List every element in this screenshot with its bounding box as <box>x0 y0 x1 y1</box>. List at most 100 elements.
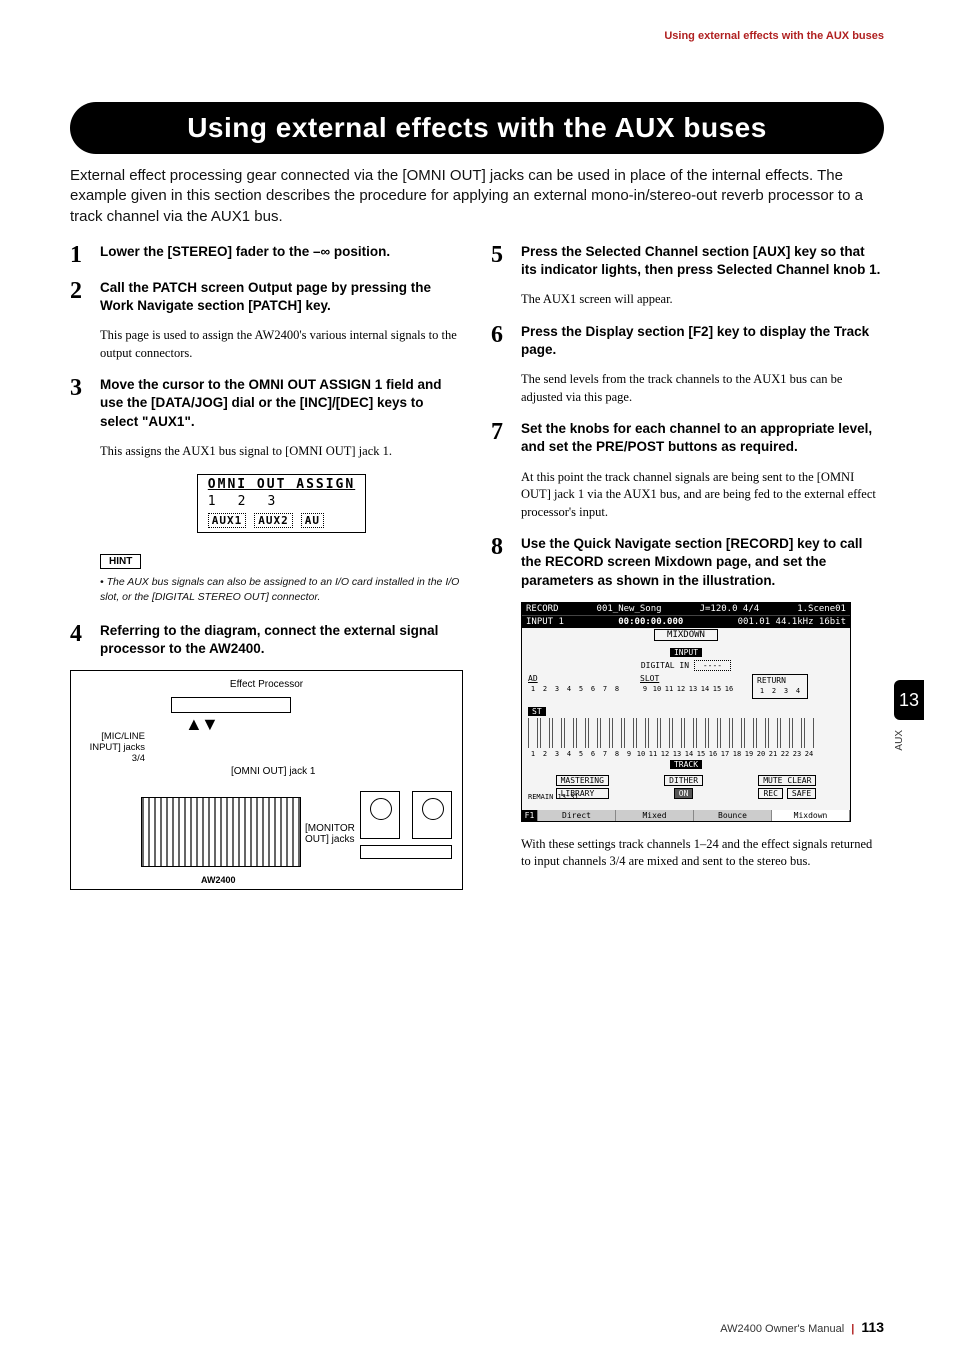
step-body: This assigns the AUX1 bus signal to [OMN… <box>100 443 463 461</box>
chapter-side-tab: 13 AUX <box>894 680 924 751</box>
return-numbers: 1234 <box>757 687 803 695</box>
two-column-layout: 1 Lower the [STEREO] fader to the –∞ pos… <box>70 243 884 890</box>
omni-numbers-row: 1 2 3 <box>198 494 365 511</box>
timecode: 00:00:00.000 <box>618 617 683 627</box>
hint-block: HINT • The AUX bus signals can also be a… <box>100 551 463 603</box>
section-title-pill: Using external effects with the AUX buse… <box>70 102 884 154</box>
closing-paragraph: With these settings track channels 1–24 … <box>521 836 884 871</box>
step-6: 6 Press the Display section [F2] key to … <box>491 323 884 359</box>
tempo: J=120.0 4/4 <box>700 604 760 614</box>
right-column: 5 Press the Selected Channel section [AU… <box>491 243 884 890</box>
step-body: This page is used to assign the AW2400's… <box>100 327 463 362</box>
track-numbers: 123456789101112131415161718192021222324 <box>528 750 844 758</box>
screen-subheader: INPUT 1 00:00:00.000 001.01 44.1kHz 16bi… <box>522 615 850 628</box>
slot-numbers: 910111213141516 <box>640 685 734 693</box>
hint-text: • The AUX bus signals can also be assign… <box>100 575 463 603</box>
omni-assign-figure: OMNI OUT ASSIGN 1 2 3 AUX1 AUX2 AU <box>100 474 463 533</box>
step-number: 3 <box>70 376 94 431</box>
footer-tab: Bounce <box>694 810 772 821</box>
mixdown-tab: MIXDOWN <box>522 628 850 642</box>
digital-in-label: DIGITAL IN <box>641 661 689 670</box>
footer-divider-icon: | <box>847 1323 858 1335</box>
omni-col: 1 <box>208 494 216 509</box>
step-number: 5 <box>491 243 515 279</box>
mastering-button: MASTERING <box>556 775 609 786</box>
chapter-number: 13 <box>894 680 924 720</box>
ad-numbers: 12345678 <box>528 685 622 693</box>
page-number: 113 <box>861 1319 884 1335</box>
st-label: ST <box>528 707 546 716</box>
omni-assign-table: OMNI OUT ASSIGN 1 2 3 AUX1 AUX2 AU <box>197 474 366 533</box>
running-header: Using external effects with the AUX buse… <box>70 30 884 42</box>
step-number: 7 <box>491 420 515 456</box>
left-column: 1 Lower the [STEREO] fader to the –∞ pos… <box>70 243 463 890</box>
screen-name: RECORD <box>526 604 559 614</box>
amp-icon <box>360 845 452 859</box>
step-title: Use the Quick Navigate section [RECORD] … <box>521 535 884 590</box>
step-5: 5 Press the Selected Channel section [AU… <box>491 243 884 279</box>
step-title: Press the Display section [F2] key to di… <box>521 323 884 359</box>
speaker-icon <box>360 791 400 839</box>
locator: 001.01 44.1kHz 16bit <box>738 617 846 627</box>
rec-button: REC <box>758 788 782 799</box>
step-number: 8 <box>491 535 515 590</box>
intro-paragraph: External effect processing gear connecte… <box>70 166 884 227</box>
diagram-effect-label: Effect Processor <box>230 679 303 690</box>
step-number: 6 <box>491 323 515 359</box>
dither-button: DITHER <box>664 775 703 786</box>
diagram-mic-label: [MIC/LINE INPUT] jacks 3/4 <box>75 731 145 764</box>
diagram-mixer <box>141 797 301 867</box>
track-faders <box>528 718 844 748</box>
step-1: 1 Lower the [STEREO] fader to the –∞ pos… <box>70 243 463 267</box>
record-screen-illustration: RECORD 001_New_Song J=120.0 4/4 1.Scene0… <box>521 602 851 822</box>
omni-cell: AU <box>301 513 324 528</box>
step-number: 1 <box>70 243 94 267</box>
speaker-icon <box>412 791 452 839</box>
return-label: RETURN <box>757 676 786 685</box>
track-label: TRACK <box>670 760 702 769</box>
remain-label: REMAIN 13:31 <box>528 793 579 801</box>
step-7: 7 Set the knobs for each channel to an a… <box>491 420 884 456</box>
step-title: Set the knobs for each channel to an app… <box>521 420 884 456</box>
step-4: 4 Referring to the diagram, connect the … <box>70 622 463 658</box>
omni-cell: AUX1 <box>208 513 247 528</box>
screen-header: RECORD 001_New_Song J=120.0 4/4 1.Scene0… <box>522 603 850 615</box>
input-group-label: INPUT <box>670 648 702 657</box>
on-button: ON <box>674 788 694 799</box>
connection-diagram: Effect Processor ▲ ▼ [MIC/LINE INPUT] ja… <box>70 670 463 890</box>
step-title: Referring to the diagram, connect the ex… <box>100 622 463 658</box>
chapter-label: AUX <box>894 730 924 751</box>
scene: 1.Scene01 <box>797 604 846 614</box>
step-2: 2 Call the PATCH screen Output page by p… <box>70 279 463 315</box>
step-title: Press the Selected Channel section [AUX]… <box>521 243 884 279</box>
diagram-effect-box <box>171 697 291 713</box>
step-body: At this point the track channel signals … <box>521 469 884 522</box>
slot-label: SLOT <box>640 674 734 683</box>
safe-button: SAFE <box>787 788 816 799</box>
input-label: INPUT 1 <box>526 617 564 627</box>
omni-assign-row: AUX1 AUX2 AU <box>198 511 365 532</box>
step-number: 4 <box>70 622 94 658</box>
step-8: 8 Use the Quick Navigate section [RECORD… <box>491 535 884 590</box>
hint-label: HINT <box>100 554 141 569</box>
omni-cell: AUX2 <box>254 513 293 528</box>
step-title: Lower the [STEREO] fader to the –∞ posit… <box>100 243 390 267</box>
page-footer: AW2400 Owner's Manual | 113 <box>720 1319 884 1335</box>
step-number: 2 <box>70 279 94 315</box>
screen-body: INPUT DIGITAL IN ---- AD 12345678 SLOT 9… <box>522 642 850 775</box>
ad-label: AD <box>528 674 622 683</box>
manual-title: AW2400 Owner's Manual <box>720 1323 844 1335</box>
song-name: 001_New_Song <box>597 604 662 614</box>
omni-col: 2 <box>238 494 246 509</box>
section-title: Using external effects with the AUX buse… <box>100 112 854 144</box>
footer-tab: Direct <box>538 810 616 821</box>
step-title: Move the cursor to the OMNI OUT ASSIGN 1… <box>100 376 463 431</box>
footer-tab-active: Mixdown <box>772 810 850 821</box>
omni-heading: OMNI OUT ASSIGN <box>198 475 365 494</box>
arrow-down-icon: ▼ <box>201 715 219 733</box>
step-title: Call the PATCH screen Output page by pre… <box>100 279 463 315</box>
step-body: The AUX1 screen will appear. <box>521 291 884 309</box>
diagram-device-label: AW2400 <box>201 875 236 885</box>
step-body: The send levels from the track channels … <box>521 371 884 406</box>
step-3: 3 Move the cursor to the OMNI OUT ASSIGN… <box>70 376 463 431</box>
